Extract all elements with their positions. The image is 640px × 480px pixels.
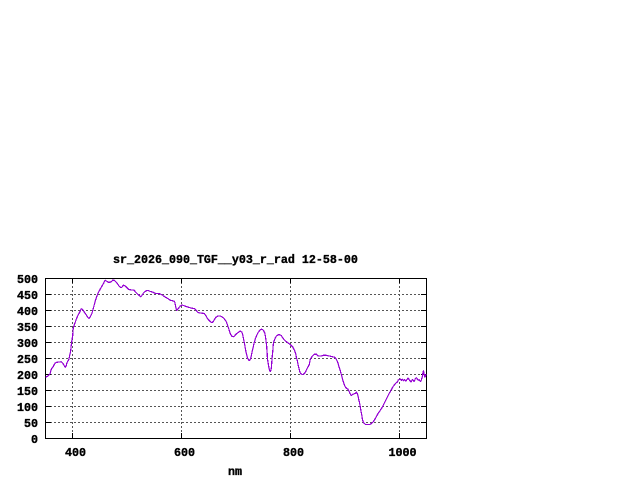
- svg-text:400: 400: [17, 305, 38, 319]
- svg-text:100: 100: [17, 401, 38, 415]
- svg-text:450: 450: [17, 289, 38, 303]
- svg-text:200: 200: [17, 369, 38, 383]
- svg-text:0: 0: [31, 433, 38, 447]
- svg-text:600: 600: [174, 446, 195, 460]
- svg-text:800: 800: [283, 446, 304, 460]
- svg-text:500: 500: [17, 273, 38, 287]
- svg-text:350: 350: [17, 321, 38, 335]
- svg-text:250: 250: [17, 353, 38, 367]
- svg-text:nm: nm: [228, 465, 242, 479]
- svg-text:400: 400: [65, 446, 86, 460]
- svg-text:150: 150: [17, 385, 38, 399]
- svg-text:300: 300: [17, 337, 38, 351]
- svg-text:1000: 1000: [389, 446, 417, 460]
- svg-text:50: 50: [24, 417, 38, 431]
- svg-text:sr_2026_090_TGF__y03_r_rad 12-: sr_2026_090_TGF__y03_r_rad 12-58-00: [113, 253, 358, 267]
